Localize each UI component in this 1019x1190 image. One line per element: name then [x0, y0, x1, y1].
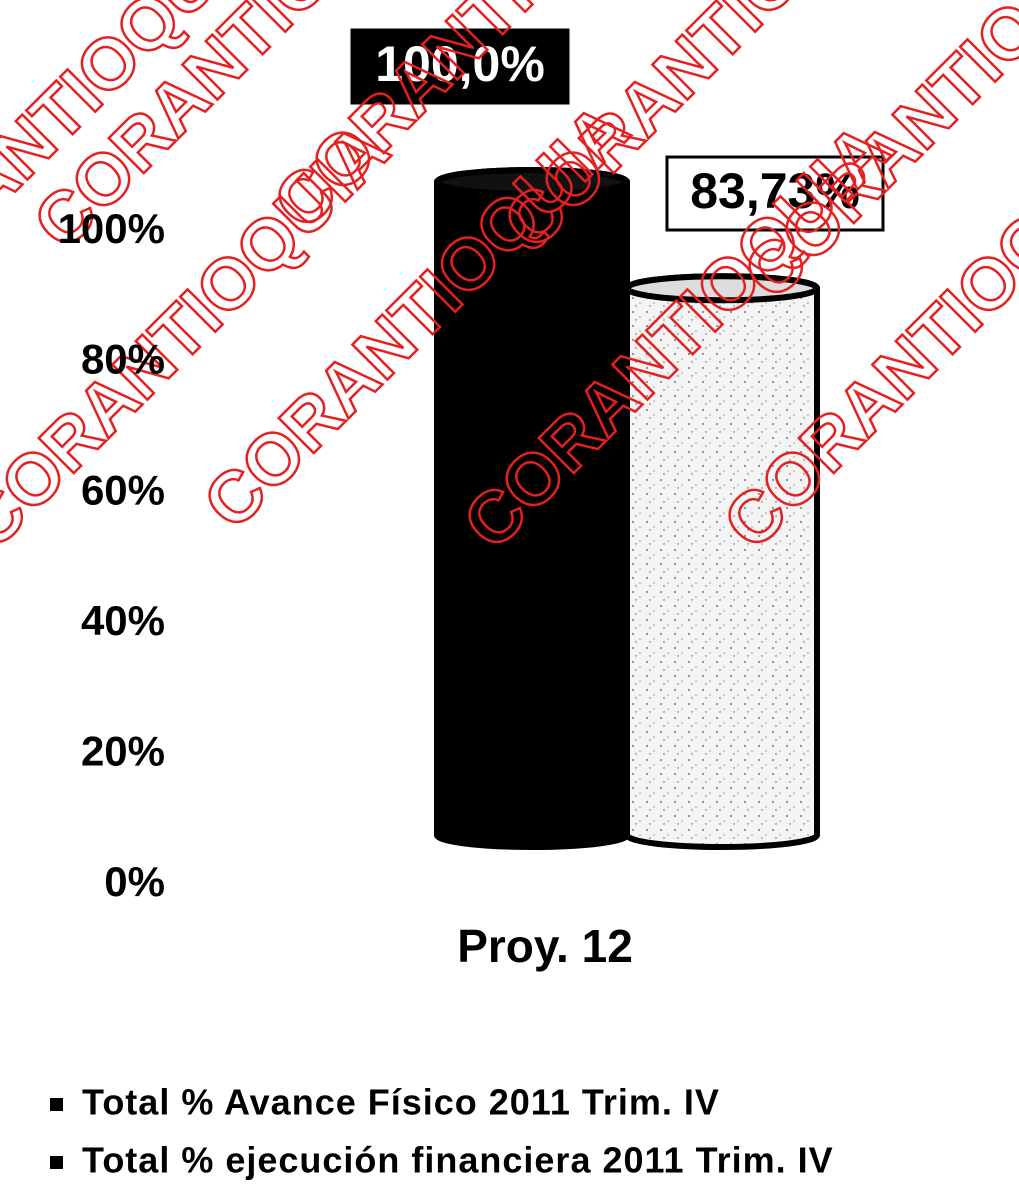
legend-marker: [50, 1098, 63, 1111]
plot: 100,0% 83,73%: [350, 28, 885, 850]
value-label: 100,0%: [375, 36, 545, 92]
y-tick-label: 100%: [58, 205, 165, 252]
value-label-box: [665, 155, 885, 232]
y-tick-label: 20%: [81, 727, 165, 774]
bar-top: [434, 167, 630, 197]
legend-marker: [50, 1156, 63, 1169]
y-tick-label: 60%: [81, 466, 165, 513]
legend-label: Total % Avance Físico 2011 Trim. IV: [82, 1082, 720, 1123]
bar-top: [624, 273, 820, 304]
y-tick-label: 0%: [104, 858, 165, 905]
value-label-box: [350, 28, 570, 105]
y-tick-label: 80%: [81, 336, 165, 383]
value-label: 83,73%: [690, 163, 860, 219]
y-tick-label: 40%: [81, 597, 165, 644]
legend-label: Total % ejecución financiera 2011 Trim. …: [82, 1140, 834, 1181]
x-tick-label: Proy. 12: [457, 920, 633, 972]
